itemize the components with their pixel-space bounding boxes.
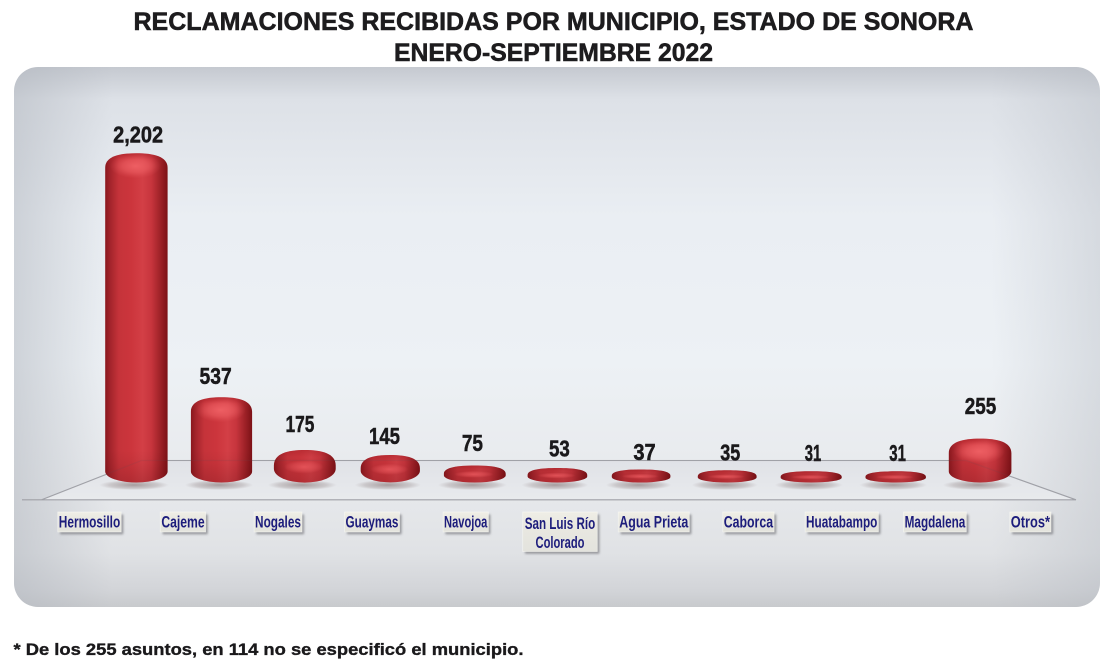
svg-text:San Luis Río: San Luis Río: [525, 514, 596, 533]
svg-text:31: 31: [889, 440, 906, 466]
svg-text:53: 53: [549, 436, 570, 462]
svg-text:31: 31: [805, 440, 822, 466]
svg-text:Colorado: Colorado: [536, 533, 585, 552]
svg-text:37: 37: [633, 439, 655, 465]
svg-text:2,202: 2,202: [113, 121, 163, 147]
svg-text:537: 537: [200, 363, 232, 389]
svg-text:175: 175: [286, 411, 315, 437]
svg-text:Guaymas: Guaymas: [346, 513, 399, 532]
svg-text:Hermosillo: Hermosillo: [59, 513, 120, 532]
svg-text:ENERO-SEPTIEMBRE 2022: ENERO-SEPTIEMBRE 2022: [394, 39, 713, 67]
svg-text:Magdalena: Magdalena: [905, 513, 966, 532]
svg-text:Otros*: Otros*: [1011, 513, 1050, 532]
svg-text:145: 145: [369, 423, 400, 449]
svg-text:Caborca: Caborca: [724, 513, 774, 532]
svg-text:255: 255: [965, 393, 997, 419]
svg-text:RECLAMACIONES RECIBIDAS POR MU: RECLAMACIONES RECIBIDAS POR MUNICIPIO, E…: [134, 8, 974, 36]
svg-text:Nogales: Nogales: [255, 513, 301, 532]
svg-text:Cajeme: Cajeme: [161, 513, 204, 532]
svg-text:* De los 255 asuntos, en 114 n: * De los 255 asuntos, en 114 no se espec…: [14, 641, 524, 659]
svg-text:Huatabampo: Huatabampo: [806, 513, 877, 532]
svg-text:Agua Prieta: Agua Prieta: [619, 513, 688, 532]
svg-text:75: 75: [462, 430, 483, 456]
svg-text:35: 35: [720, 440, 740, 466]
svg-text:Navojoa: Navojoa: [444, 513, 488, 532]
